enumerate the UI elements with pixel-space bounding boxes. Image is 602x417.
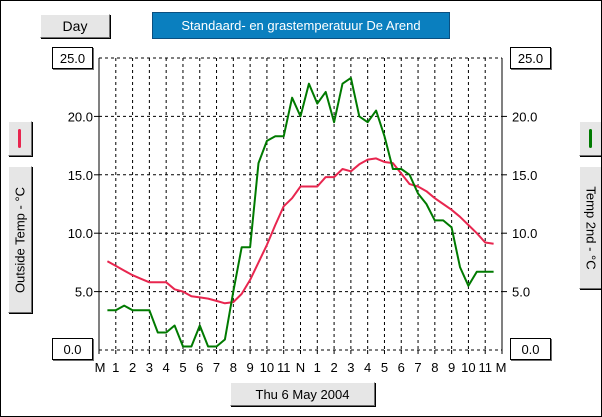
date-button[interactable]: Thu 6 May 2004: [230, 382, 375, 406]
y-tick-label-left: 20.0: [68, 109, 93, 124]
y-tick-label-right: 5.0: [512, 285, 530, 300]
x-tick-label: 5: [179, 360, 186, 375]
x-tick-label: 3: [347, 360, 354, 375]
x-tick-label: 1: [314, 360, 321, 375]
x-tick-label: 11: [277, 360, 291, 375]
y-tick-label-right: 20.0: [512, 109, 537, 124]
x-tick-label: 10: [461, 360, 475, 375]
x-tick-label: N: [296, 360, 305, 375]
x-tick-label: 9: [247, 360, 254, 375]
x-tick-label: 11: [478, 360, 492, 375]
temp-2nd-line: [107, 76, 494, 348]
y-tick-label-right: 15.0: [512, 168, 537, 183]
right-axis-min-label: 0.0: [510, 338, 551, 360]
x-tick-label: 6: [398, 360, 405, 375]
outside-temp-axis-label[interactable]: Outside Temp - °C: [8, 166, 32, 313]
x-tick-label: 8: [230, 360, 237, 375]
left-axis-max-label: 25.0: [52, 47, 93, 69]
x-tick-label: 6: [196, 360, 203, 375]
x-tick-label: 7: [213, 360, 220, 375]
day-button[interactable]: Day: [40, 14, 110, 38]
y-tick-label-left: 15.0: [68, 168, 93, 183]
temp-2nd-axis-label[interactable]: Temp 2nd - °C: [579, 166, 601, 289]
x-tick-label: 3: [146, 360, 153, 375]
x-tick-label: 7: [414, 360, 421, 375]
x-tick-label: 4: [163, 360, 170, 375]
outside-temp-legend-button[interactable]: [8, 121, 32, 156]
y-tick-label-right: 10.0: [512, 226, 537, 241]
chart-title: Standaard- en grastemperatuur De Arend: [152, 12, 450, 39]
x-tick-label: 10: [260, 360, 274, 375]
outside-temp-line: [106, 157, 494, 305]
temp-2nd-legend-button[interactable]: [579, 121, 601, 156]
x-tick-label: 2: [330, 360, 337, 375]
x-tick-label: 2: [129, 360, 136, 375]
x-tick-label: M: [95, 360, 106, 375]
outside-temp-swatch: [18, 129, 21, 148]
x-tick-label: 1: [112, 360, 119, 375]
x-tick-label: 9: [448, 360, 455, 375]
x-tick-label: M: [496, 360, 507, 375]
x-tick-label: 5: [381, 360, 388, 375]
x-tick-label: 8: [431, 360, 438, 375]
right-axis-max-label: 25.0: [510, 47, 551, 69]
left-axis-min-label: 0.0: [52, 338, 93, 360]
x-tick-label: 4: [364, 360, 371, 375]
y-tick-label-left: 5.0: [75, 285, 93, 300]
y-tick-label-left: 10.0: [68, 226, 93, 241]
temp-2nd-swatch: [589, 129, 592, 148]
